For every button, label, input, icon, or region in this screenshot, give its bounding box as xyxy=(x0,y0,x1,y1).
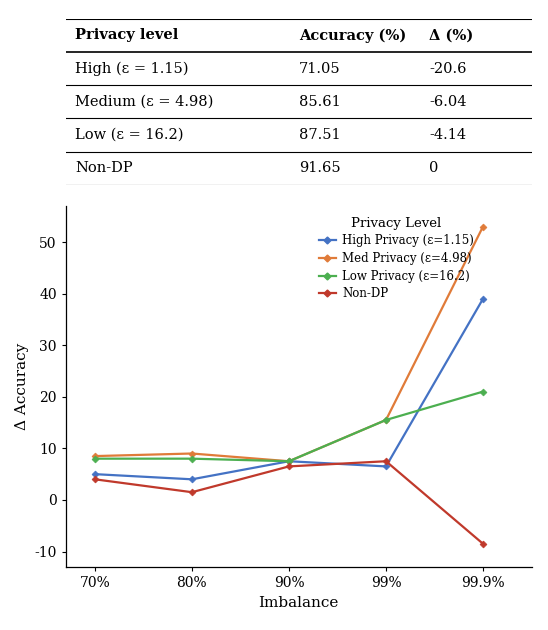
Non-DP xyxy=(286,462,292,470)
Legend: High Privacy (ε=1.15), Med Privacy (ε=4.98), Low Privacy (ε=16.2), Non-DP: High Privacy (ε=1.15), Med Privacy (ε=4.… xyxy=(314,212,479,305)
Low Privacy (ε=16.2) xyxy=(286,457,292,465)
Med Privacy (ε=4.98) xyxy=(286,457,292,465)
Y-axis label: Δ Accuracy: Δ Accuracy xyxy=(15,343,29,430)
Text: 71.05: 71.05 xyxy=(299,62,340,76)
Med Privacy (ε=4.98) xyxy=(383,416,389,424)
Text: Δ (%): Δ (%) xyxy=(429,28,473,42)
High Privacy (ε=1.15) xyxy=(189,476,195,483)
X-axis label: Imbalance: Imbalance xyxy=(259,595,339,610)
Line: High Privacy (ε=1.15): High Privacy (ε=1.15) xyxy=(93,296,486,482)
Text: Low (ε = 16.2): Low (ε = 16.2) xyxy=(75,128,184,142)
Text: High (ε = 1.15): High (ε = 1.15) xyxy=(75,62,189,76)
Text: 91.65: 91.65 xyxy=(299,161,340,175)
Line: Med Privacy (ε=4.98): Med Privacy (ε=4.98) xyxy=(93,224,486,464)
Non-DP xyxy=(189,488,195,496)
High Privacy (ε=1.15) xyxy=(286,457,292,465)
Text: Privacy level: Privacy level xyxy=(75,28,179,42)
Low Privacy (ε=16.2) xyxy=(383,416,389,424)
High Privacy (ε=1.15) xyxy=(92,471,98,478)
High Privacy (ε=1.15) xyxy=(480,295,486,302)
Text: Medium (ε = 4.98): Medium (ε = 4.98) xyxy=(75,95,214,109)
Text: -20.6: -20.6 xyxy=(429,62,466,76)
Med Privacy (ε=4.98) xyxy=(189,450,195,457)
Med Privacy (ε=4.98) xyxy=(480,223,486,231)
Text: 0: 0 xyxy=(429,161,438,175)
Non-DP xyxy=(92,476,98,483)
Med Privacy (ε=4.98) xyxy=(92,452,98,460)
Text: 85.61: 85.61 xyxy=(299,95,340,109)
Non-DP xyxy=(383,457,389,465)
Low Privacy (ε=16.2) xyxy=(92,455,98,462)
Text: Non-DP: Non-DP xyxy=(75,161,133,175)
Text: -6.04: -6.04 xyxy=(429,95,466,109)
Low Privacy (ε=16.2) xyxy=(480,388,486,396)
Text: 87.51: 87.51 xyxy=(299,128,340,142)
Non-DP xyxy=(480,540,486,547)
Text: Accuracy (%): Accuracy (%) xyxy=(299,28,406,43)
Line: Non-DP: Non-DP xyxy=(93,459,486,546)
Low Privacy (ε=16.2) xyxy=(189,455,195,462)
Line: Low Privacy (ε=16.2): Low Privacy (ε=16.2) xyxy=(93,389,486,464)
Text: -4.14: -4.14 xyxy=(429,128,466,142)
High Privacy (ε=1.15) xyxy=(383,462,389,470)
